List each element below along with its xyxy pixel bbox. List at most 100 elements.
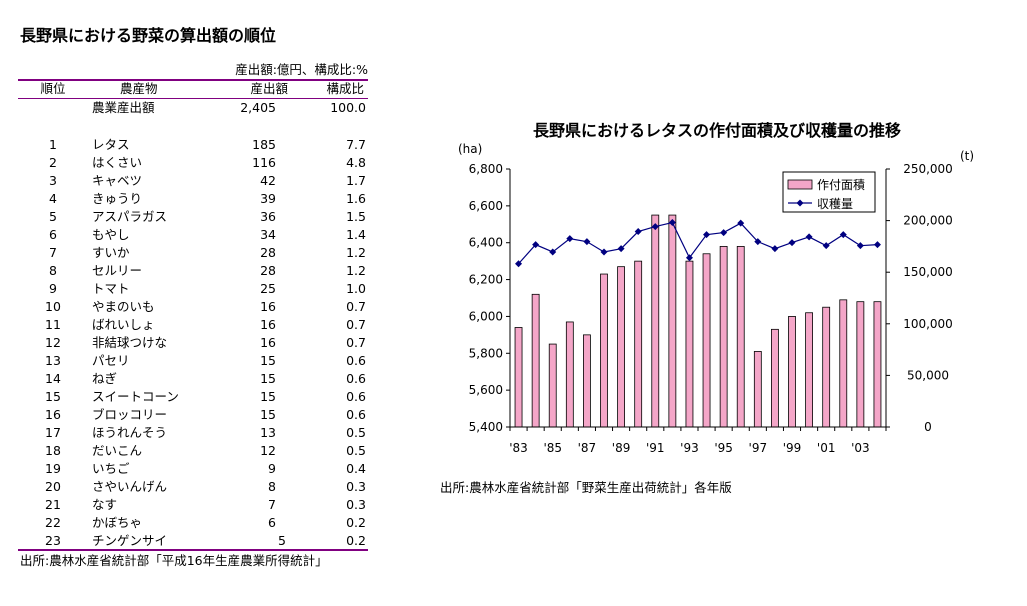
header-rule xyxy=(18,98,368,99)
table-source: 出所:農林水産省統計部「平成16年生産農業所得統計」 xyxy=(20,553,328,568)
cell-crop: きゅうり xyxy=(92,191,143,206)
bar-1999 xyxy=(788,316,796,428)
bar-1984 xyxy=(531,293,540,428)
table-row: 20 さやいんげん 8 0.3 xyxy=(18,478,368,496)
cell-value: 12 xyxy=(260,443,276,458)
x-tick-label: '93 xyxy=(680,441,699,455)
cell-value: 185 xyxy=(252,137,276,152)
cell-ratio: 4.8 xyxy=(346,155,366,170)
cell-crop: もやし xyxy=(92,227,130,242)
cell-rank: 6 xyxy=(49,227,57,242)
cell-crop: チンゲンサイ xyxy=(92,533,168,548)
cell-rank: 11 xyxy=(45,317,61,332)
header-value: 産出額 xyxy=(250,81,288,96)
cell-rank: 12 xyxy=(45,335,61,350)
left-tick-label: 6,200 xyxy=(469,273,503,287)
bar-1998 xyxy=(771,328,779,428)
harvest-point-1987 xyxy=(583,238,591,246)
bar-1996 xyxy=(736,245,745,428)
cell-ratio: 0.3 xyxy=(346,479,366,494)
legend-diamond-icon xyxy=(796,199,804,207)
cell-rank: 4 xyxy=(49,191,57,206)
cell-crop: やまのいも xyxy=(92,299,155,314)
cell-rank: 8 xyxy=(49,263,57,278)
cell-crop: ほうれんそう xyxy=(92,425,168,440)
chart-title: 長野県におけるレタスの作付面積及び収穫量の推移 xyxy=(533,121,902,140)
legend-label-area: 作付面積 xyxy=(817,177,865,192)
left-tick-label: 5,400 xyxy=(469,420,503,434)
table-row: 15 スイートコーン 15 0.6 xyxy=(18,388,368,406)
harvest-point-1990 xyxy=(634,228,642,236)
x-tick-label: '83 xyxy=(509,441,528,455)
cell-value: 15 xyxy=(260,407,276,422)
cell-rank: 3 xyxy=(49,173,57,188)
left-axis-unit: (ha) xyxy=(458,142,482,156)
table-row: 18 だいこん 12 0.5 xyxy=(18,442,368,460)
cell-value: 6 xyxy=(268,515,276,530)
table-row: 22 かぼちゃ 6 0.2 xyxy=(18,514,368,532)
cell-value: 8 xyxy=(268,479,276,494)
left-tick-label: 6,800 xyxy=(469,162,503,176)
chart-source: 出所:農林水産省統計部「野菜生産出荷統計」各年版 xyxy=(440,480,732,495)
cell-rank: 13 xyxy=(45,353,61,368)
cell-ratio: 7.7 xyxy=(346,137,366,152)
total-ratio: 100.0 xyxy=(330,100,366,115)
cell-ratio: 1.2 xyxy=(346,245,366,260)
harvest-point-1985 xyxy=(549,248,557,256)
cell-crop: かぼちゃ xyxy=(92,515,143,530)
harvest-point-1986 xyxy=(566,235,574,243)
table-row: 2 はくさい 116 4.8 xyxy=(18,154,368,172)
cell-value: 15 xyxy=(260,371,276,386)
harvest-point-1995 xyxy=(720,229,728,237)
cell-rank: 19 xyxy=(45,461,61,476)
cell-rank: 18 xyxy=(45,443,61,458)
cell-ratio: 0.7 xyxy=(346,317,366,332)
table-row: 23 チンゲンサイ 5 0.2 xyxy=(18,532,368,550)
harvest-point-1989 xyxy=(617,245,625,253)
bar-1985 xyxy=(548,343,557,428)
bar-2004 xyxy=(873,301,882,428)
table-row: 4 きゅうり 39 1.6 xyxy=(18,190,368,208)
cell-ratio: 0.4 xyxy=(346,461,366,476)
bar-1986 xyxy=(565,321,574,428)
right-tick-label: 50,000 xyxy=(907,368,949,382)
cell-crop: ブロッコリー xyxy=(92,407,168,422)
right-tick-label: 0 xyxy=(924,420,932,434)
bar-1989 xyxy=(617,266,625,428)
cell-value: 36 xyxy=(260,209,276,224)
table-title: 長野県における野菜の算出額の順位 xyxy=(20,26,277,45)
cell-ratio: 0.3 xyxy=(346,497,366,512)
bar-1988 xyxy=(600,273,608,428)
cell-crop: いちご xyxy=(92,461,130,476)
cell-value: 16 xyxy=(260,299,276,314)
harvest-line xyxy=(518,221,878,265)
table-row: 21 なす 7 0.3 xyxy=(18,496,368,514)
cell-rank: 2 xyxy=(49,155,57,170)
cell-crop: トマト xyxy=(92,281,130,296)
bar-1987 xyxy=(583,334,591,428)
bar-2001 xyxy=(822,306,831,428)
cell-rank: 16 xyxy=(45,407,61,422)
table-row: 5 アスパラガス 36 1.5 xyxy=(18,208,368,226)
table-row: 11 ばれいしょ 16 0.7 xyxy=(18,316,368,334)
right-tick-label: 250,000 xyxy=(903,162,953,176)
cell-ratio: 1.4 xyxy=(346,227,366,242)
table-row: 19 いちご 9 0.4 xyxy=(18,460,368,478)
table-row: 6 もやし 34 1.4 xyxy=(18,226,368,244)
cell-ratio: 0.6 xyxy=(346,389,366,404)
table-header: 順位 農産物 産出額 構成比 xyxy=(18,80,368,98)
cell-value: 42 xyxy=(260,173,276,188)
cell-rank: 5 xyxy=(49,209,57,224)
bar-1997 xyxy=(753,351,762,428)
cell-crop: すいか xyxy=(92,245,130,260)
cell-crop: キャベツ xyxy=(92,173,143,188)
cell-ratio: 1.5 xyxy=(346,209,366,224)
cell-value: 9 xyxy=(268,461,276,476)
header-crop: 農産物 xyxy=(120,81,158,96)
harvest-point-2004 xyxy=(873,241,881,249)
cell-rank: 7 xyxy=(49,245,57,260)
bar-1992 xyxy=(668,214,677,428)
harvest-point-1992 xyxy=(668,219,676,227)
cell-rank: 10 xyxy=(45,299,61,314)
